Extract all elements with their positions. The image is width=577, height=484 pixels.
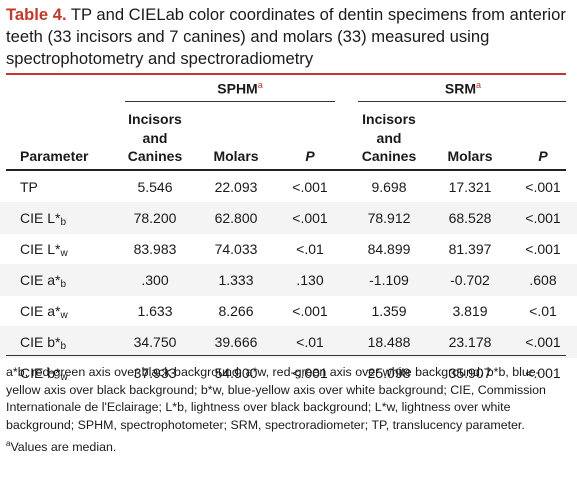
- cell-srm-incisors-canines: 1.359: [371, 303, 407, 319]
- cell-srm-p: .608: [529, 272, 557, 288]
- cell-srm-p: <.001: [525, 365, 561, 381]
- table-row: CIE L*w 83.983 74.033 <.01 84.899 81.397 <.001: [0, 233, 577, 265]
- col-header-parameter: Parameter: [20, 148, 89, 164]
- cell-sphm-molars: 62.800: [214, 210, 258, 226]
- col-header-sphm-incisors-canines: Incisors and Canines: [127, 111, 183, 164]
- cell-sphm-p: <.001: [292, 210, 328, 226]
- cell-sphm-incisors-canines: 83.983: [133, 241, 177, 257]
- col-header-sphm-p: P: [305, 148, 315, 164]
- header-bottom-rule: [6, 169, 566, 171]
- cell-sphm-incisors-canines: 37.933: [133, 365, 177, 381]
- cell-sphm-molars: 22.093: [214, 179, 258, 195]
- cell-parameter: CIE L*w: [20, 241, 68, 259]
- col-header-srm-incisors-canines: Incisors and Canines: [361, 111, 417, 164]
- cell-srm-incisors-canines: 78.912: [367, 210, 411, 226]
- cell-parameter: CIE b*b: [20, 334, 67, 352]
- table-row: CIE L*b 78.200 62.800 <.001 78.912 68.528 <.00…: [0, 202, 577, 234]
- cell-sphm-p: <.01: [296, 241, 324, 257]
- cell-sphm-incisors-canines: 1.633: [137, 303, 173, 319]
- cell-sphm-p: <.001: [292, 365, 328, 381]
- cell-sphm-molars: 54.900: [214, 365, 258, 381]
- cell-srm-molars: -0.702: [450, 272, 490, 288]
- cell-srm-incisors-canines: 25.098: [367, 365, 411, 381]
- cell-srm-p: <.001: [525, 241, 561, 257]
- cell-srm-p: <.001: [525, 179, 561, 195]
- cell-srm-p: <.001: [525, 210, 561, 226]
- cell-sphm-p: <.001: [292, 179, 328, 195]
- cell-parameter: TP: [20, 179, 38, 195]
- footnote-median: aValues are median.: [6, 435, 570, 457]
- cell-srm-p: <.01: [529, 303, 557, 319]
- cell-srm-molars: 23.178: [448, 334, 492, 350]
- col-header-sphm-molars: Molars: [213, 148, 259, 164]
- cell-srm-molars: 3.819: [452, 303, 488, 319]
- top-rule: [6, 73, 566, 75]
- cell-srm-incisors-canines: 9.698: [371, 179, 407, 195]
- group-header-sphm: SPHMa: [217, 80, 263, 97]
- table-row: CIE a*w 1.633 8.266 <.001 1.359 3.819 <.01: [0, 295, 577, 327]
- cell-sphm-molars: 1.333: [218, 272, 254, 288]
- cell-parameter: CIE L*b: [20, 210, 67, 228]
- group-header-sphm-footnote-mark: a: [257, 80, 263, 90]
- table-row: CIE b*b 34.750 39.666 <.01 18.488 23.178 <.001: [0, 326, 577, 358]
- col-header-srm-molars: Molars: [447, 148, 493, 164]
- cell-sphm-molars: 39.666: [214, 334, 258, 350]
- table-caption: Table 4. TP and CIELab color coordinates…: [6, 4, 572, 70]
- cell-parameter: CIE a*w: [20, 303, 68, 321]
- table-row: CIE a*b .300 1.333 .130 -1.109 -0.702 .608: [0, 264, 577, 296]
- footnote-median-text: Values are median.: [10, 440, 117, 455]
- cell-srm-incisors-canines: 18.488: [367, 334, 411, 350]
- table-row: TP 5.546 22.093 <.001 9.698 17.321 <.001: [0, 171, 577, 203]
- cell-srm-p: <.001: [525, 334, 561, 350]
- bottom-rule: [6, 355, 566, 356]
- cell-sphm-p: .130: [296, 272, 324, 288]
- cell-srm-molars: 68.528: [448, 210, 492, 226]
- cell-sphm-p: <.001: [292, 303, 328, 319]
- cell-srm-molars: 81.397: [448, 241, 492, 257]
- footnote-median-mark: a: [6, 439, 11, 449]
- table-label: Table 4.: [6, 5, 67, 24]
- cell-srm-molars: 35.907: [448, 365, 492, 381]
- cell-srm-molars: 17.321: [448, 179, 492, 195]
- cell-sphm-p: <.01: [296, 334, 324, 350]
- srm-span-rule: [358, 101, 566, 102]
- sphm-span-rule: [125, 101, 335, 102]
- table-footnotes: a*b, red-green axis over black backgroun…: [6, 364, 570, 457]
- cell-sphm-incisors-canines: 5.546: [137, 179, 173, 195]
- cell-srm-incisors-canines: 84.899: [367, 241, 411, 257]
- cell-parameter: CIE a*b: [20, 272, 67, 290]
- cell-sphm-incisors-canines: .300: [141, 272, 169, 288]
- group-header-srm: SRMa: [444, 80, 482, 97]
- cell-sphm-incisors-canines: 34.750: [133, 334, 177, 350]
- cell-sphm-incisors-canines: 78.200: [133, 210, 177, 226]
- cell-parameter: CIE b*w: [20, 365, 68, 383]
- table-caption-text: TP and CIELab color coordinates of denti…: [6, 5, 566, 68]
- cell-sphm-molars: 74.033: [214, 241, 258, 257]
- cell-sphm-molars: 8.266: [218, 303, 254, 319]
- table-row: CIE b*w 37.933 54.900 <.001 25.098 35.907 <.00…: [0, 357, 577, 389]
- cell-srm-incisors-canines: -1.109: [369, 272, 409, 288]
- col-header-srm-p: P: [538, 148, 548, 164]
- group-header-srm-footnote-mark: a: [476, 80, 482, 90]
- footnote-abbreviations: a*b, red-green axis over black backgroun…: [6, 365, 546, 432]
